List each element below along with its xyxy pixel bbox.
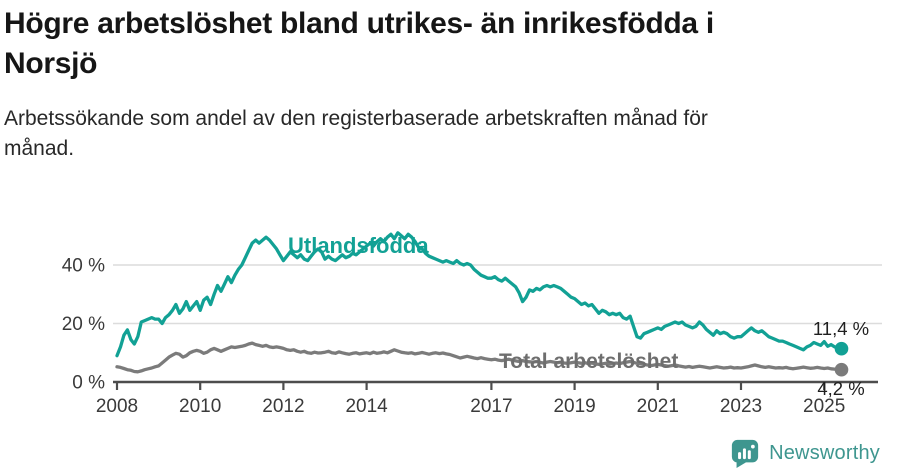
x-tick-label-2021: 2021 [637,396,679,417]
subtitle-line-1: Arbetssökande som andel av den registerb… [4,107,708,131]
brand-wordmark: Newsworthy [769,441,880,464]
end-dot-utlandsfodda [834,341,849,356]
series-label-total-arbetsloshet: Total arbetslöshet [499,350,678,373]
x-tick-label-2012: 2012 [262,396,304,417]
x-ticks [115,382,826,390]
gridlines [113,264,882,325]
end-dot-total [834,362,849,377]
subtitle-line-2: månad. [4,136,75,160]
end-value-label-total: 4,2 % [817,378,864,399]
x-tick-label-2019: 2019 [553,396,595,417]
x-tick-label-2017: 2017 [470,396,512,417]
title-line-2: Norsjö [4,46,98,80]
page-title: Högre arbetslöshet bland utrikes- än inr… [4,4,884,83]
y-tick-label-0: 0 % [72,373,105,394]
newsworthy-logo: Newsworthy [730,438,880,468]
x-tick-label-2023: 2023 [720,396,762,417]
x-tick-label-2025: 2025 [803,396,845,417]
series-line-total [115,341,844,374]
series-lines [115,231,844,374]
x-tick-label-2014: 2014 [345,396,388,417]
y-tick-label-40: 40 % [62,256,105,277]
x-tick-label-2008: 2008 [96,396,138,417]
newsworthy-bubble-chart-icon [731,439,759,468]
x-tick-label-2010: 2010 [179,396,221,417]
chart-header: Högre arbetslöshet bland utrikes- än inr… [4,4,884,163]
end-value-label-utlandsfodda: 11,4 % [813,318,869,339]
x-tick-labels: 2008 2010 2012 2014 2017 2019 2021 2023 2025 [96,396,845,417]
series-line-utlandsfodda [115,231,844,358]
y-tick-label-20: 20 % [62,314,105,335]
page-subtitle: Arbetssökande som andel av den registerb… [4,104,884,163]
title-line-1: Högre arbetslöshet bland utrikes- än inr… [4,7,714,40]
series-end-dots [834,341,849,377]
series-label-utlandsfodda: Utlandsfödda [288,233,429,258]
